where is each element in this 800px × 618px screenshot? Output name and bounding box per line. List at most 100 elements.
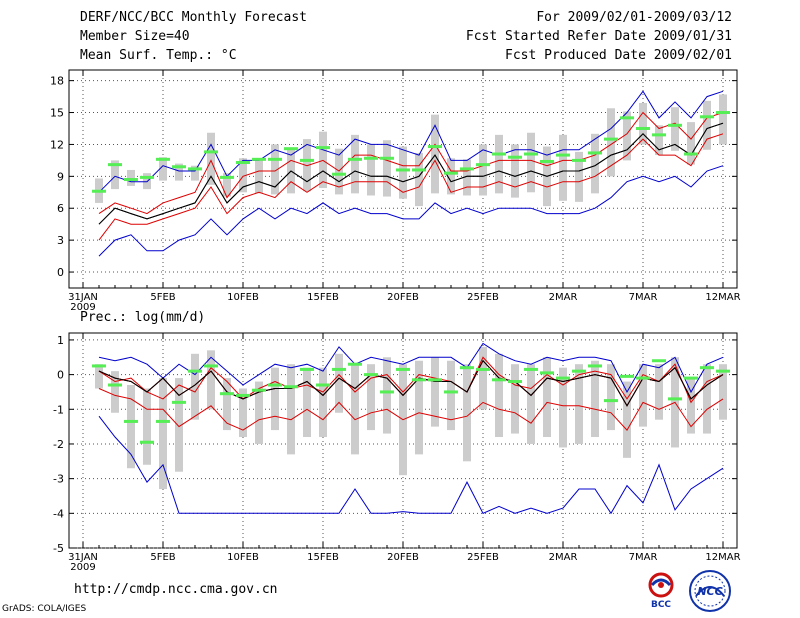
prec-observed-mark: [588, 364, 602, 368]
prec-line-max: [98, 342, 724, 394]
prec-spread-box: [95, 364, 103, 389]
temp-observed-mark: [476, 163, 490, 167]
prec-spread-box: [687, 378, 695, 434]
prec-observed-mark: [284, 385, 298, 389]
temp-spread-box: [111, 160, 119, 190]
temp-observed-mark: [108, 163, 122, 167]
prec-observed-mark: [300, 367, 314, 371]
temp-ytick-label: 18: [50, 75, 64, 88]
prec-ytick-label: -1: [53, 403, 64, 416]
temp-observed-mark: [396, 168, 410, 172]
temp-observed-mark: [156, 157, 170, 161]
precipitation-title: Prec.: log(mm/d): [80, 310, 206, 325]
prec-spread-box: [351, 364, 359, 455]
prec-xtick-label: 7MAR: [629, 552, 658, 563]
temp-spread-box: [607, 108, 615, 177]
temp-spread-box: [415, 152, 423, 207]
temp-spread-box: [527, 132, 535, 193]
temp-spread-box: [463, 159, 471, 196]
prec-spread-box: [655, 364, 663, 420]
temp-observed-mark: [316, 146, 330, 150]
temp-spread-box: [655, 125, 663, 156]
temp-spread-box: [639, 102, 647, 145]
prec-spread-box: [367, 364, 375, 431]
temp-ytick-label: 6: [57, 202, 64, 215]
prec-spread-box: [479, 346, 487, 410]
prec-spread-box: [191, 353, 199, 420]
prec-spread-box: [639, 364, 647, 427]
temp-observed-mark: [220, 175, 234, 179]
temp-spread-box: [399, 146, 407, 199]
prec-spread-box: [175, 378, 183, 472]
prec-observed-mark: [108, 383, 122, 387]
prec-spread-box: [255, 381, 263, 444]
temp-observed-mark: [140, 175, 154, 179]
prec-ytick-label: 1: [57, 334, 64, 347]
prec-xtick-label: 5FEB: [150, 552, 175, 563]
temp-observed-mark: [412, 168, 426, 172]
temp-spread-box: [479, 144, 487, 196]
prec-spread-box: [111, 371, 119, 413]
prec-ytick-label: -2: [53, 438, 64, 451]
grads-credit: GrADS: COLA/IGES: [2, 604, 87, 614]
prec-observed-mark: [92, 364, 106, 368]
prec-line-median-top: [98, 359, 724, 407]
prec-spread-box: [495, 353, 503, 438]
prec-xtick-label: 25FEB: [467, 552, 499, 563]
temp-observed-mark: [188, 167, 202, 171]
prec-observed-mark: [636, 376, 650, 380]
temp-spread-box: [351, 134, 359, 194]
prec-observed-mark: [412, 378, 426, 382]
prec-observed-mark: [476, 367, 490, 371]
prec-observed-mark: [156, 419, 170, 423]
prec-spread-box: [575, 364, 583, 444]
temp-ytick-label: 3: [57, 234, 64, 247]
temp-observed-mark: [492, 152, 506, 156]
temp-spread-box: [687, 122, 695, 165]
prec-observed-mark: [604, 399, 618, 403]
temp-spread-box: [239, 158, 247, 193]
temp-line-max: [98, 90, 724, 193]
prec-observed-mark: [492, 378, 506, 382]
temp-observed-mark: [604, 137, 618, 141]
prec-spread-box: [159, 378, 167, 490]
prec-observed-mark: [380, 390, 394, 394]
prec-xtick-label: 15FEB: [307, 552, 339, 563]
prec-spread-box: [623, 381, 631, 458]
temp-observed-mark: [204, 150, 218, 154]
temp-observed-mark: [92, 189, 106, 193]
temp-observed-mark: [636, 126, 650, 130]
prec-spread-box: [591, 360, 599, 438]
prec-spread-box: [543, 357, 551, 438]
temp-observed-mark: [540, 159, 554, 163]
prec-spread-box: [271, 367, 279, 431]
temp-spread-box: [575, 151, 583, 202]
fcst-produced-label: Fcst Produced Date 2009/02/01: [505, 48, 732, 63]
prec-observed-mark: [540, 371, 554, 375]
prec-observed-mark: [220, 392, 234, 396]
prec-spread-box: [719, 364, 727, 420]
temp-xtick-label: 25FEB: [467, 292, 499, 303]
temp-observed-mark: [620, 116, 634, 120]
temp-observed-mark: [716, 111, 730, 115]
prec-observed-mark: [620, 374, 634, 378]
prec-xtick-label: 12MAR: [705, 552, 740, 563]
prec-observed-mark: [428, 378, 442, 382]
prec-observed-mark: [684, 376, 698, 380]
prec-observed-mark: [204, 364, 218, 368]
temp-observed-mark: [284, 147, 298, 151]
prec-spread-box: [447, 360, 455, 431]
temp-observed-mark: [652, 133, 666, 137]
temp-observed-mark: [364, 156, 378, 160]
prec-line-p90: [98, 356, 724, 404]
temp-spread-box: [367, 144, 375, 196]
variable-label: Mean Surf. Temp.: °C: [80, 48, 237, 63]
prec-xtick-year: 2009: [70, 562, 95, 573]
prec-observed-mark: [236, 393, 250, 397]
chart-title: DERF/NCC/BCC Monthly Forecast: [80, 10, 307, 25]
prec-observed-mark: [332, 367, 346, 371]
prec-observed-mark: [508, 380, 522, 384]
prec-spread-box: [559, 367, 567, 448]
temp-observed-mark: [700, 115, 714, 119]
temp-spread-box: [127, 169, 135, 186]
